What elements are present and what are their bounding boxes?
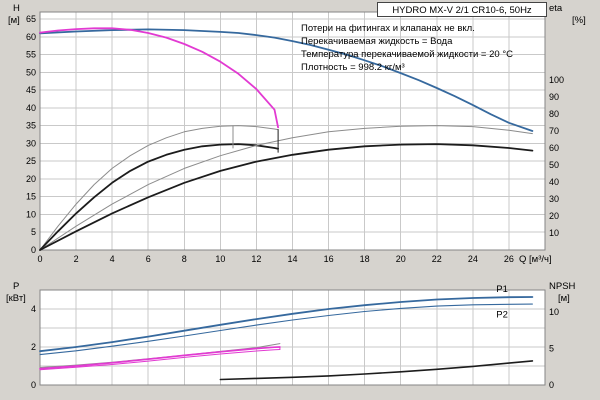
tick-label-left: 4 — [31, 304, 36, 314]
info-line-liquid: Перекачиваемая жидкость = Вода — [301, 36, 453, 47]
tick-label-left: 35 — [26, 121, 36, 131]
curve-eta-b — [39, 143, 280, 251]
tick-label-x: 6 — [146, 254, 151, 264]
tick-label-left: 25 — [26, 156, 36, 166]
tick-label-right: 20 — [549, 211, 559, 221]
tick-label-right: 70 — [549, 126, 559, 136]
tick-label-x: 18 — [360, 254, 370, 264]
plot-border — [39, 289, 546, 386]
tick-label-right: 50 — [549, 160, 559, 170]
tick-label-left: 45 — [26, 85, 36, 95]
tick-label-left: 50 — [26, 67, 36, 77]
info-line-temperature: Температура перекачиваемой жидкости = 20… — [301, 49, 513, 60]
tick-label-left: 2 — [31, 342, 36, 352]
p-axis-unit: [кВт] — [6, 293, 26, 304]
eta-axis-unit: [%] — [572, 15, 586, 26]
tick-label-left: 20 — [26, 174, 36, 184]
curve-p1 — [39, 296, 534, 353]
tick-label-left: 0 — [31, 245, 36, 255]
tick-label-left: 15 — [26, 192, 36, 202]
tick-label-left: 5 — [31, 227, 36, 237]
curve-h-setpoint — [39, 27, 280, 129]
chart-title: HYDRO MX-V 2/1 CR10-6, 50Hz — [392, 5, 532, 16]
h-axis-label: H — [13, 3, 20, 14]
curve-h-2pumps-50hz — [39, 28, 534, 132]
tick-label-right: 10 — [549, 307, 559, 317]
tick-label-right: 0 — [549, 380, 554, 390]
chart-title-box — [377, 2, 547, 17]
tick-label-right: 10 — [549, 228, 559, 238]
info-line-losses: Потери на фитингах и клапанах не вкл. — [301, 23, 475, 34]
tick-label-x: 14 — [287, 254, 297, 264]
tick-label-x: 22 — [432, 254, 442, 264]
tick-label-left: 30 — [26, 138, 36, 148]
curve-label-p2: P2 — [496, 310, 508, 321]
tick-label-x: 16 — [324, 254, 334, 264]
curve-label-p1: P1 — [496, 284, 508, 295]
tick-label-x: 10 — [215, 254, 225, 264]
tick-label-left: 55 — [26, 50, 36, 60]
tick-label-right: 40 — [549, 177, 559, 187]
tick-label-x: 12 — [251, 254, 261, 264]
tick-label-x: 2 — [74, 254, 79, 264]
tick-label-left: 60 — [26, 32, 36, 42]
curve-npsh — [219, 360, 534, 381]
tick-label-left: 10 — [26, 209, 36, 219]
npsh-axis-label: NPSH — [549, 281, 576, 292]
tick-label-left: 0 — [31, 380, 36, 390]
tick-label-left: 40 — [26, 103, 36, 113]
tick-label-right: 30 — [549, 194, 559, 204]
tick-label-right: 5 — [549, 343, 554, 353]
curve-eta-a — [39, 125, 279, 251]
info-line-density: Плотность = 998.2 кг/м³ — [301, 62, 405, 73]
tick-label-right: 100 — [549, 75, 564, 85]
tick-label-x: 26 — [504, 254, 514, 264]
tick-label-x: 24 — [468, 254, 478, 264]
curve-eta-d — [39, 143, 534, 251]
curve-eta-c — [39, 125, 533, 251]
plot-border — [39, 11, 546, 251]
tick-label-x: 0 — [37, 254, 42, 264]
tick-label-right: 80 — [549, 109, 559, 119]
curve-p-reduced-a — [39, 346, 281, 370]
q-axis-label: Q [м³/ч] — [519, 254, 552, 265]
curve-p2 — [39, 303, 533, 356]
npsh-axis-unit: [м] — [558, 293, 570, 304]
p-axis-label: P — [13, 281, 19, 292]
eta-axis-label: eta — [549, 3, 563, 14]
tick-label-x: 4 — [110, 254, 115, 264]
tick-label-x: 20 — [396, 254, 406, 264]
power-npsh-chart: P1 P2 0 2 4 0 5 10 — [31, 284, 559, 390]
tick-label-left: 65 — [26, 14, 36, 24]
tick-label-right: 90 — [549, 92, 559, 102]
curve-p-reduced-b — [39, 349, 281, 371]
head-efficiency-chart: 0510152025303540455055606510203040506070… — [26, 11, 564, 264]
tick-label-right: 60 — [549, 143, 559, 153]
tick-label-x: 8 — [182, 254, 187, 264]
h-axis-unit: [м] — [8, 15, 20, 26]
